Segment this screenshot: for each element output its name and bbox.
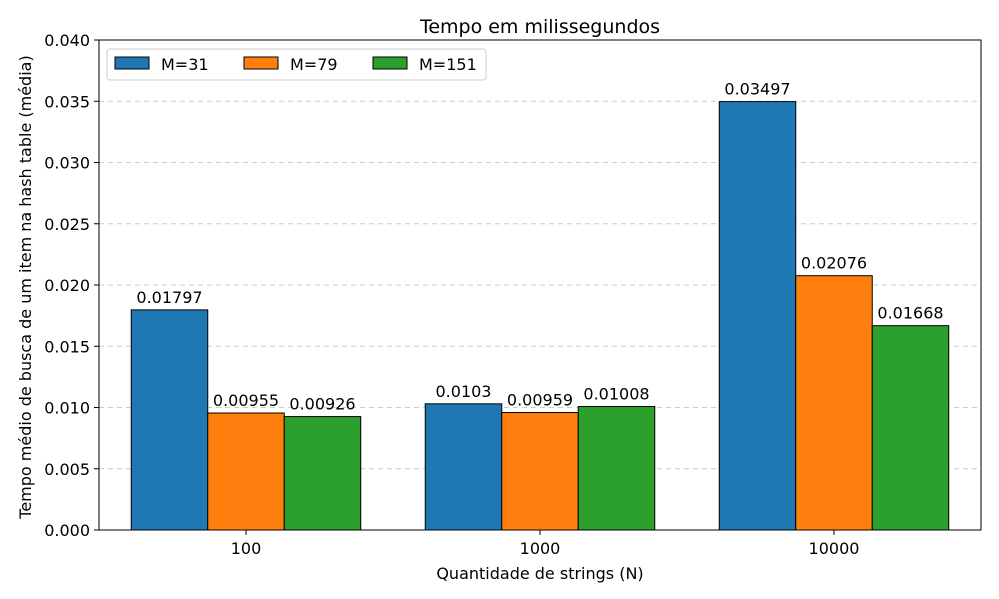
legend-label: M=79 (290, 55, 338, 74)
bars (130, 101, 950, 531)
data-label: 0.00955 (213, 391, 279, 410)
data-labels: 0.01797 0.00955 0.00926 0.0103 0.00959 0.0100… (136, 80, 943, 414)
data-label: 0.03497 (724, 80, 790, 99)
y-tick-label: 0.010 (44, 399, 90, 418)
legend-label: M=31 (161, 55, 209, 74)
legend-label: M=151 (419, 55, 477, 74)
legend-swatch (372, 56, 408, 70)
y-tick-label: 0.000 (44, 521, 90, 540)
data-label: 0.01668 (877, 304, 943, 323)
legend: M=31 M=79 M=151 (106, 48, 487, 81)
bar (207, 412, 285, 531)
y-tick-label: 0.035 (44, 92, 90, 111)
bar (795, 275, 873, 531)
y-axis: 0.000 0.005 0.010 0.015 0.020 0.025 0.030 0.035… (44, 31, 99, 540)
y-axis-label: Tempo médio de busca de um item na hash … (16, 55, 35, 519)
x-axis: 100 1000 10000 (231, 530, 860, 558)
x-tick-label: 1000 (520, 539, 561, 558)
y-tick-label: 0.020 (44, 276, 90, 295)
bar (871, 325, 950, 531)
legend-swatch (243, 56, 279, 70)
y-tick-label: 0.030 (44, 154, 90, 173)
bar (283, 416, 362, 531)
data-label: 0.00959 (507, 391, 573, 410)
chart-title: Tempo em milissegundos (419, 16, 660, 38)
bar (424, 403, 503, 531)
data-label: 0.0103 (436, 382, 492, 401)
bar (130, 309, 209, 531)
x-tick-label: 10000 (809, 539, 860, 558)
x-axis-label: Quantidade de strings (N) (436, 564, 643, 583)
bar (718, 101, 797, 531)
bar (501, 412, 579, 531)
data-label: 0.00926 (289, 395, 355, 414)
y-tick-label: 0.015 (44, 337, 90, 356)
legend-swatch (114, 56, 150, 70)
y-tick-label: 0.005 (44, 460, 90, 479)
data-label: 0.01008 (583, 385, 649, 404)
bar (577, 406, 656, 531)
x-tick-label: 100 (231, 539, 262, 558)
y-tick-label: 0.025 (44, 215, 90, 234)
y-tick-label: 0.040 (44, 31, 90, 50)
data-label: 0.02076 (801, 254, 867, 273)
data-label: 0.01797 (136, 288, 202, 307)
